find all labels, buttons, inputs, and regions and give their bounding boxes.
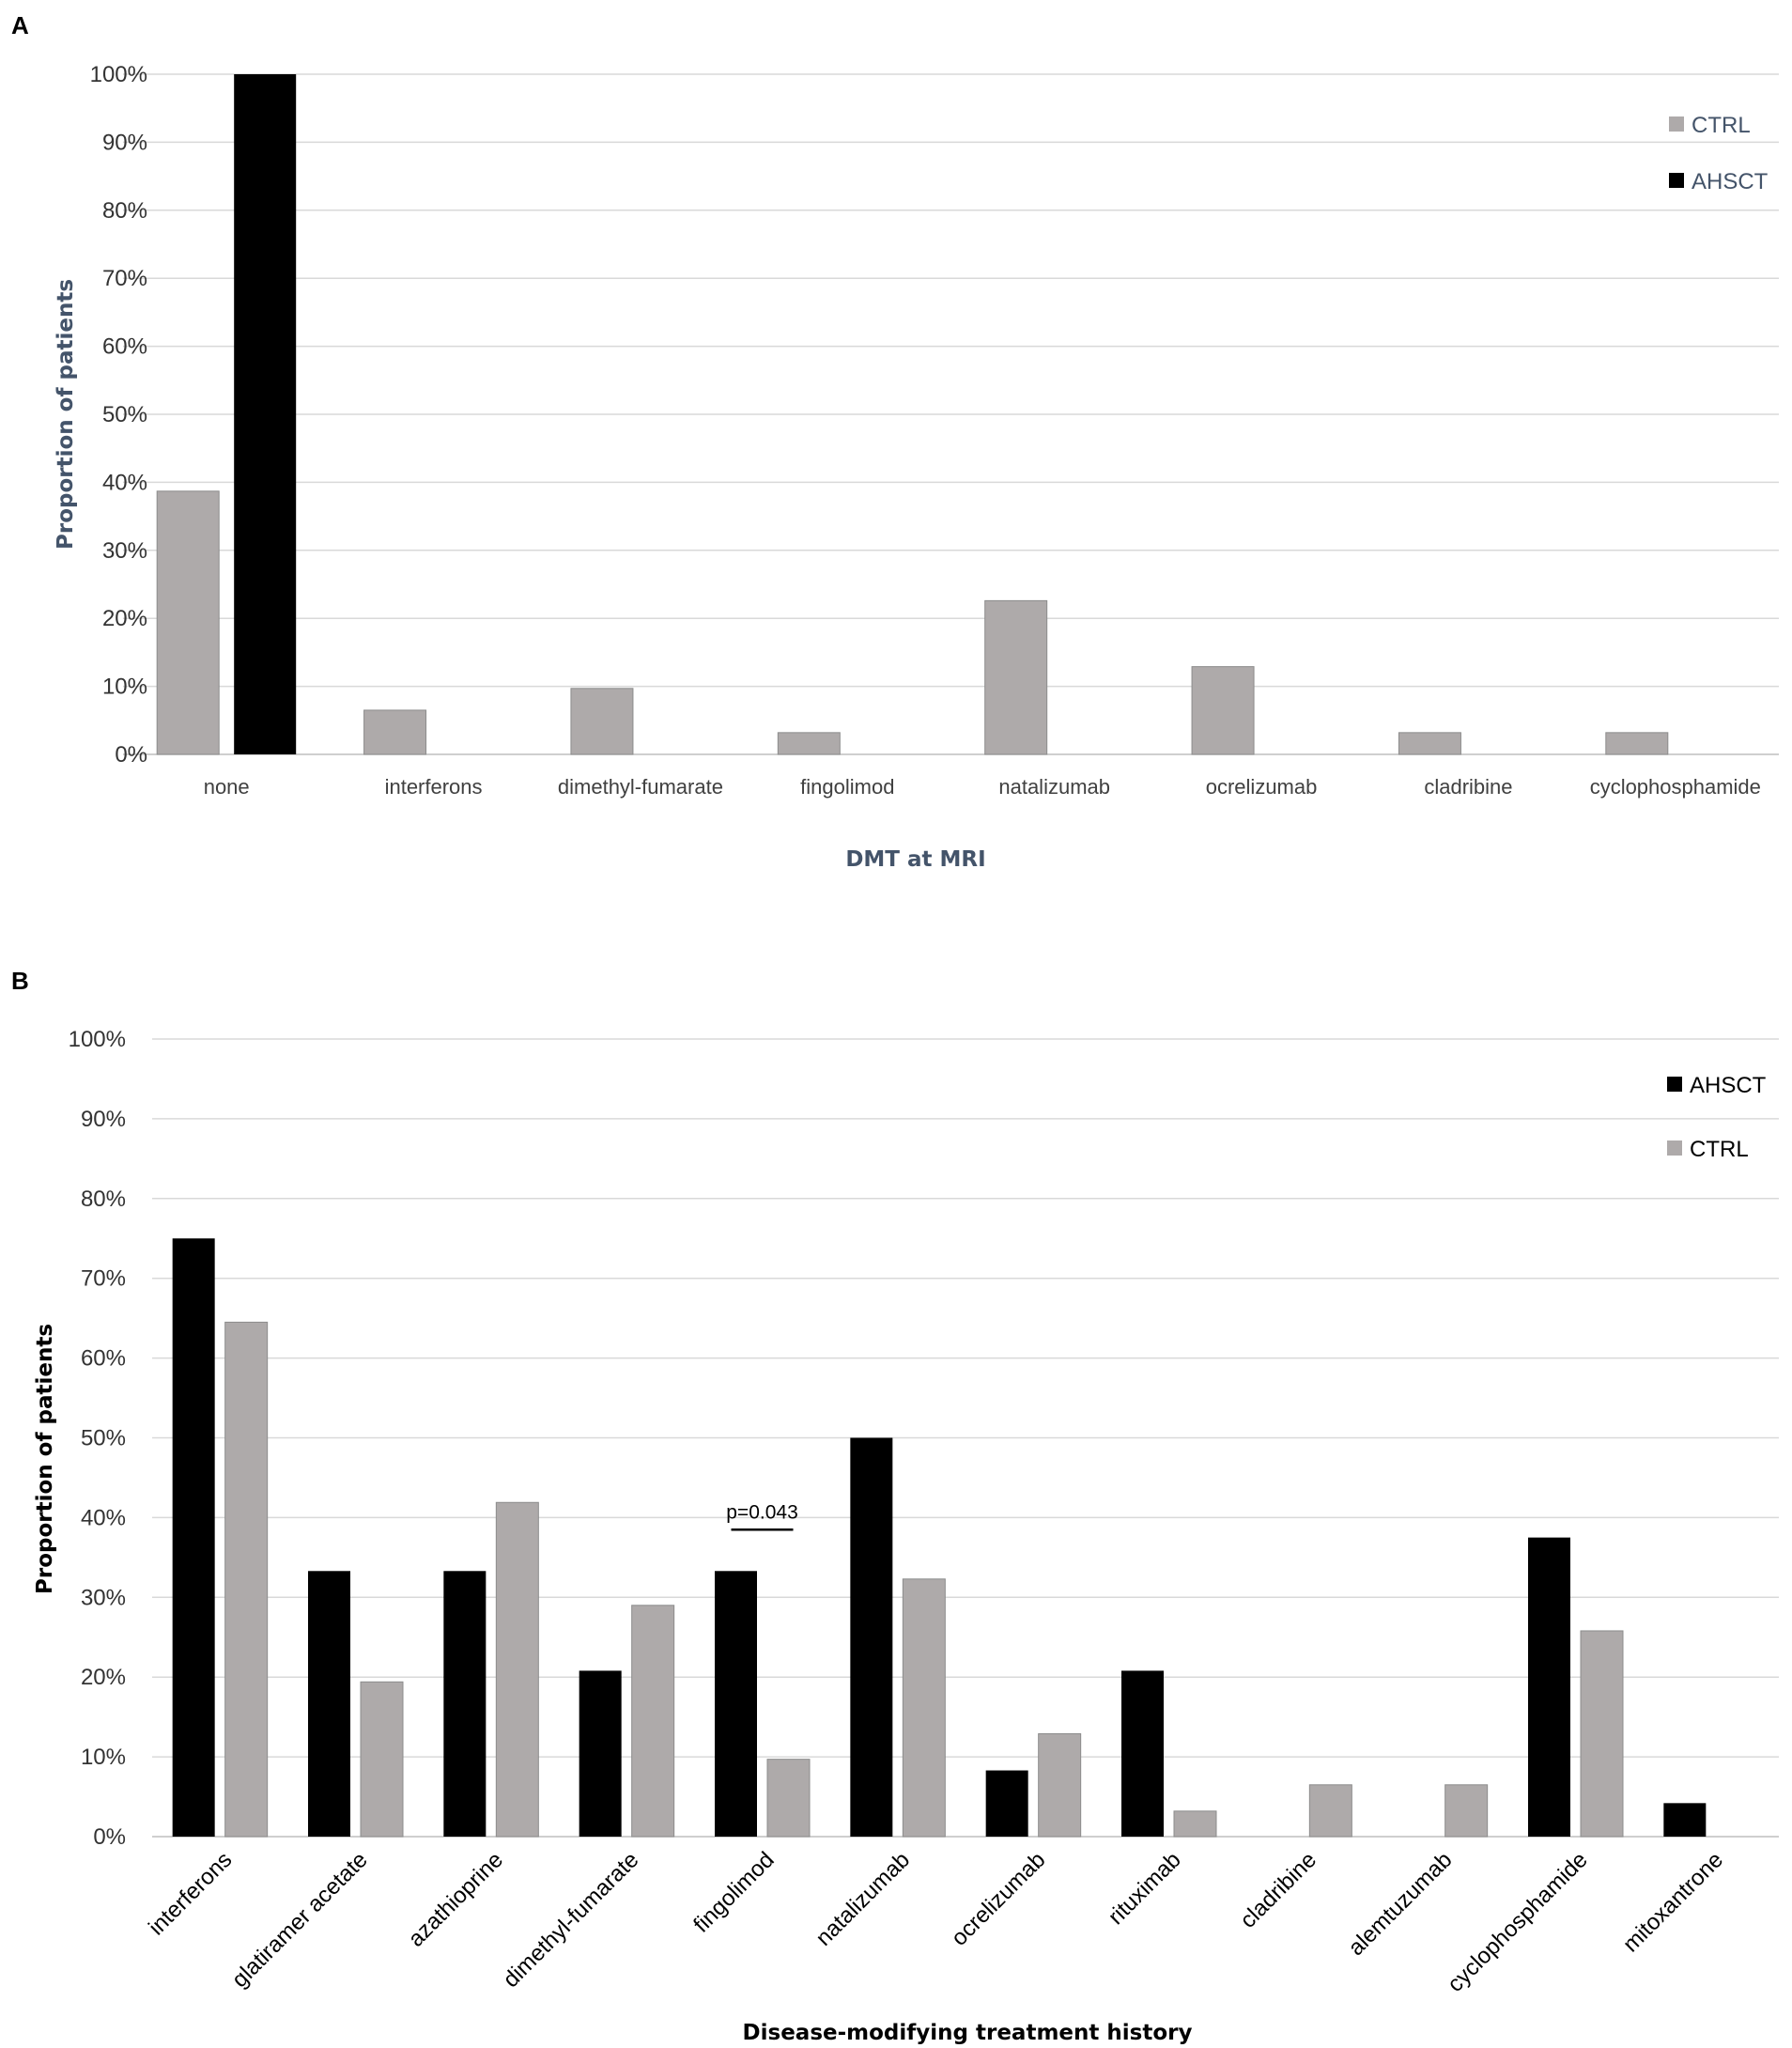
bar-ctrl <box>495 1501 539 1838</box>
legend-swatch-ahsct <box>1667 1077 1682 1092</box>
bar-ahsct <box>172 1238 215 1837</box>
bar-ctrl <box>360 1681 404 1838</box>
y-tick-label: 100% <box>69 1027 126 1052</box>
x-category-label: cyclophosphamide <box>1443 1847 1593 1997</box>
legend-label-ahsct: AHSCT <box>1692 169 1769 194</box>
significance-label: p=0.043 <box>726 1501 798 1523</box>
bar-ctrl <box>156 490 220 755</box>
bar-ctrl <box>777 732 841 755</box>
y-tick-label: 60% <box>102 334 147 360</box>
legend-swatch-ahsct <box>1669 173 1684 188</box>
bar-ahsct <box>715 1571 757 1837</box>
x-category-label: glatiramer acetate <box>227 1847 373 1993</box>
x-category-label: natalizumab <box>811 1847 915 1951</box>
bar-ctrl <box>1444 1784 1489 1838</box>
bar-ctrl <box>363 709 427 755</box>
bar-ctrl <box>1605 732 1669 755</box>
x-category-label: fingolimod <box>800 775 894 799</box>
bar-ahsct <box>1663 1803 1707 1837</box>
panel-a-letter: A <box>11 11 29 39</box>
x-category-label: interferons <box>385 775 483 799</box>
bar-ctrl <box>570 688 634 755</box>
y-tick-label: 70% <box>81 1266 126 1292</box>
x-category-label: mitoxantrone <box>1618 1847 1728 1957</box>
y-tick-label: 90% <box>102 130 147 155</box>
y-tick-label: 40% <box>102 470 147 495</box>
y-tick-label: 80% <box>81 1187 126 1212</box>
y-tick-label: 90% <box>81 1107 126 1132</box>
bar-ctrl <box>224 1321 269 1838</box>
bar-ctrl <box>631 1605 675 1838</box>
x-category-label: cladribine <box>1235 1847 1321 1933</box>
y-tick-label: 50% <box>81 1426 126 1451</box>
x-category-label: natalizumab <box>998 775 1110 799</box>
y-tick-label: 40% <box>81 1505 126 1530</box>
legend-label-ctrl: CTRL <box>1692 113 1751 138</box>
x-category-label: azathioprine <box>404 1847 509 1952</box>
x-category-label: dimethyl-fumarate <box>558 775 723 799</box>
bar-ctrl <box>902 1578 946 1838</box>
x-category-label: cladribine <box>1424 775 1512 799</box>
x-category-label: none <box>204 775 250 799</box>
legend-label-ahsct: AHSCT <box>1690 1073 1767 1098</box>
bar-ctrl <box>1398 732 1461 755</box>
legend-swatch-ctrl <box>1667 1140 1682 1156</box>
y-axis-title: Proportion of patients <box>33 1324 57 1594</box>
bar-ctrl <box>984 599 1048 755</box>
bar-ctrl <box>766 1759 811 1838</box>
chart-a: 0% 10% 20% 30% 40% 50% 60% 70% 80% 90% 100% none int… <box>54 62 1779 872</box>
panel-b-letter: B <box>11 967 29 995</box>
y-tick-label: 30% <box>81 1585 126 1610</box>
y-tick-label: 60% <box>81 1346 126 1372</box>
y-tick-label: 50% <box>102 402 147 427</box>
bar-ahsct <box>579 1670 622 1837</box>
legend-label-ctrl: CTRL <box>1690 1137 1749 1162</box>
x-category-label: ocrelizumab <box>947 1847 1051 1951</box>
y-tick-label: 70% <box>102 266 147 291</box>
x-category-label: interferons <box>144 1847 237 1940</box>
bar-ctrl <box>1308 1784 1352 1838</box>
x-category-label: ocrelizumab <box>1206 775 1318 799</box>
y-tick-label: 20% <box>102 606 147 631</box>
y-axis-title: Proportion of patients <box>54 279 78 550</box>
chart-b: 0% 10% 20% 30% 40% 50% 60% 70% 80% 90% 100% interfe… <box>33 1027 1779 2045</box>
y-tick-label: 100% <box>90 62 147 87</box>
x-category-label: rituximab <box>1104 1847 1186 1930</box>
y-tick-label: 20% <box>81 1665 126 1690</box>
x-axis-title: DMT at MRI <box>845 847 985 872</box>
bar-ahsct <box>1528 1537 1570 1837</box>
bar-ctrl <box>1191 666 1255 755</box>
x-category-label: dimethyl-fumarate <box>498 1847 643 1993</box>
x-category-label: fingolimod <box>688 1847 779 1937</box>
y-tick-label: 80% <box>102 198 147 224</box>
y-tick-label: 0% <box>93 1824 126 1850</box>
bar-ahsct <box>234 74 297 754</box>
x-category-label: cyclophosphamide <box>1590 775 1761 799</box>
bar-ctrl <box>1173 1810 1217 1838</box>
bar-ahsct <box>308 1571 350 1837</box>
x-category-label: alemtuzumab <box>1343 1847 1457 1961</box>
y-tick-label: 10% <box>81 1745 126 1770</box>
y-tick-label: 30% <box>102 538 147 564</box>
x-axis-title: Disease-modifying treatment history <box>743 2021 1193 2045</box>
bar-ahsct <box>985 1770 1028 1837</box>
bar-ahsct <box>1121 1670 1164 1837</box>
bar-ctrl <box>1580 1630 1624 1838</box>
y-tick-label: 0% <box>115 742 147 768</box>
bar-ctrl <box>1038 1732 1082 1838</box>
bar-ahsct <box>850 1437 893 1837</box>
y-tick-label: 10% <box>102 675 147 700</box>
bar-ahsct <box>443 1571 487 1837</box>
legend-swatch-ctrl <box>1669 116 1684 132</box>
